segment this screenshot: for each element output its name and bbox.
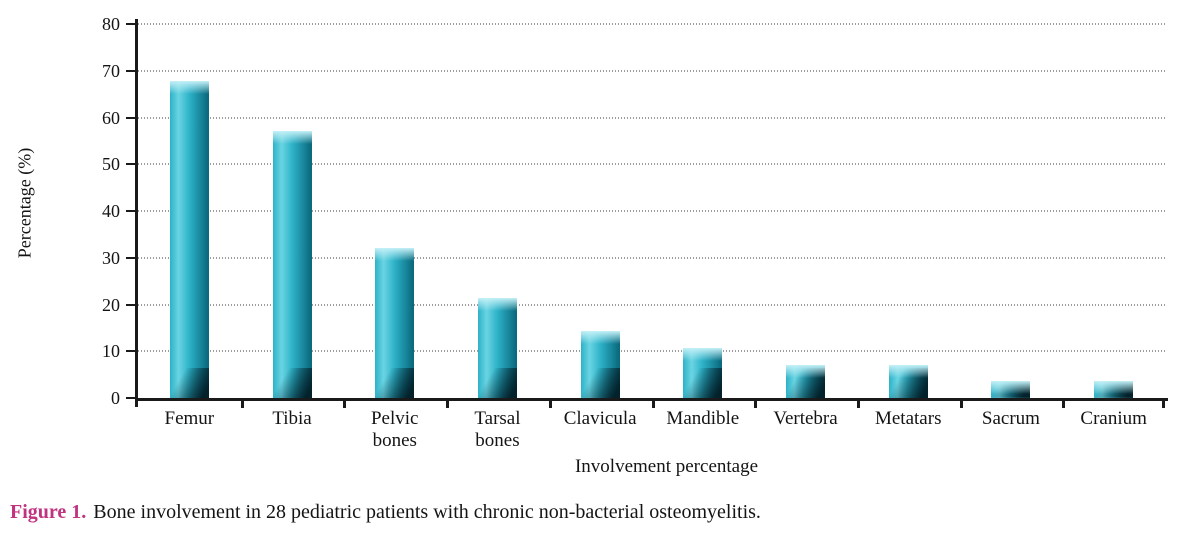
x-axis-label-vertebra: Vertebra	[773, 408, 838, 429]
y-axis-tick-60	[126, 116, 138, 119]
x-axis-label-femur: Femur	[164, 408, 215, 429]
y-axis-tick-label-60: 60	[102, 107, 120, 128]
y-axis-tick-30	[126, 256, 138, 259]
y-axis-tick-label-70: 70	[102, 60, 120, 81]
x-axis-boundary-tick-4	[548, 401, 552, 408]
x-axis-label-metatars: Metatars	[874, 408, 942, 429]
x-axis-boundary-tick-7	[856, 401, 860, 408]
x-axis-boundary-tick-5	[651, 401, 655, 408]
y-axis-tick-label-30: 30	[102, 247, 120, 268]
bar-tarsal-bones	[477, 297, 517, 398]
y-axis-tick-label-80: 80	[102, 14, 120, 34]
x-axis-label-pelvic-bones: Pelvic bones	[370, 408, 419, 451]
figure-caption: Figure 1. Bone involvement in 28 pediatri…	[10, 499, 761, 525]
x-axis-label-tarsal-bones: Tarsal bones	[474, 408, 521, 451]
x-axis-title: Involvement percentage	[574, 456, 759, 477]
figure-caption-text: Bone involvement in 28 pediatric patient…	[93, 501, 761, 523]
y-axis-tick-50	[126, 163, 138, 166]
x-axis-line	[135, 398, 1168, 401]
gridline-50	[138, 163, 1165, 166]
bar-pelvic-bones	[375, 247, 415, 398]
y-axis-tick-label-40: 40	[102, 201, 120, 221]
x-axis-label-tibia: Tibia	[272, 408, 312, 429]
x-axis-boundary-tick-3	[446, 401, 450, 408]
y-axis-tick-70	[126, 69, 138, 72]
y-axis-tick-label-10: 10	[102, 341, 120, 362]
bar-mandible	[683, 347, 723, 398]
plot-area: 0 10 20 30 40 50 60 70 80 Femur Tibia Pelvic bones T…	[102, 14, 1168, 451]
bar-cranium	[1094, 381, 1134, 398]
gridline-60	[138, 116, 1165, 119]
y-axis-tick-80	[126, 23, 138, 25]
gridline-80	[138, 23, 1165, 25]
x-axis-boundary-tick-6	[754, 401, 758, 408]
bar-sacrum	[991, 381, 1031, 398]
bar-vertebra	[786, 364, 826, 398]
y-axis-tick-0	[126, 397, 138, 399]
bar-metatars	[888, 364, 928, 398]
y-axis-line	[135, 19, 138, 407]
x-axis-boundary-tick-2	[343, 401, 347, 408]
figure-caption-label: Figure 1.	[10, 501, 87, 523]
gridline-70	[138, 69, 1165, 72]
y-axis-tick-10	[126, 350, 138, 353]
gridline-20	[138, 303, 1165, 306]
y-axis-tick-label-50: 50	[102, 154, 120, 175]
gridline-30	[138, 256, 1165, 259]
x-axis-label-sacrum: Sacrum	[981, 408, 1040, 429]
gridline-10	[138, 350, 1165, 353]
bar-tibia	[272, 131, 312, 398]
bar-clavicula	[580, 331, 620, 398]
y-axis-tick-label-20: 20	[102, 294, 120, 315]
x-axis-boundary-tick-10	[1162, 401, 1165, 408]
y-axis-tick-label-0: 0	[111, 388, 120, 408]
y-axis-tick-20	[126, 303, 138, 306]
y-axis-tick-40	[126, 210, 138, 212]
bar-femur	[169, 80, 209, 398]
x-axis-label-cranium: Cranium	[1080, 408, 1147, 429]
y-axis-title: Percentage (%)	[14, 147, 35, 259]
x-axis-boundary-tick-1	[240, 401, 244, 408]
gridline-40	[138, 210, 1165, 212]
x-axis-boundary-tick-8	[959, 401, 963, 408]
x-axis-label-mandible: Mandible	[666, 408, 740, 429]
x-axis-boundary-tick-9	[1062, 401, 1066, 408]
x-axis-label-clavicula: Clavicula	[563, 408, 637, 429]
